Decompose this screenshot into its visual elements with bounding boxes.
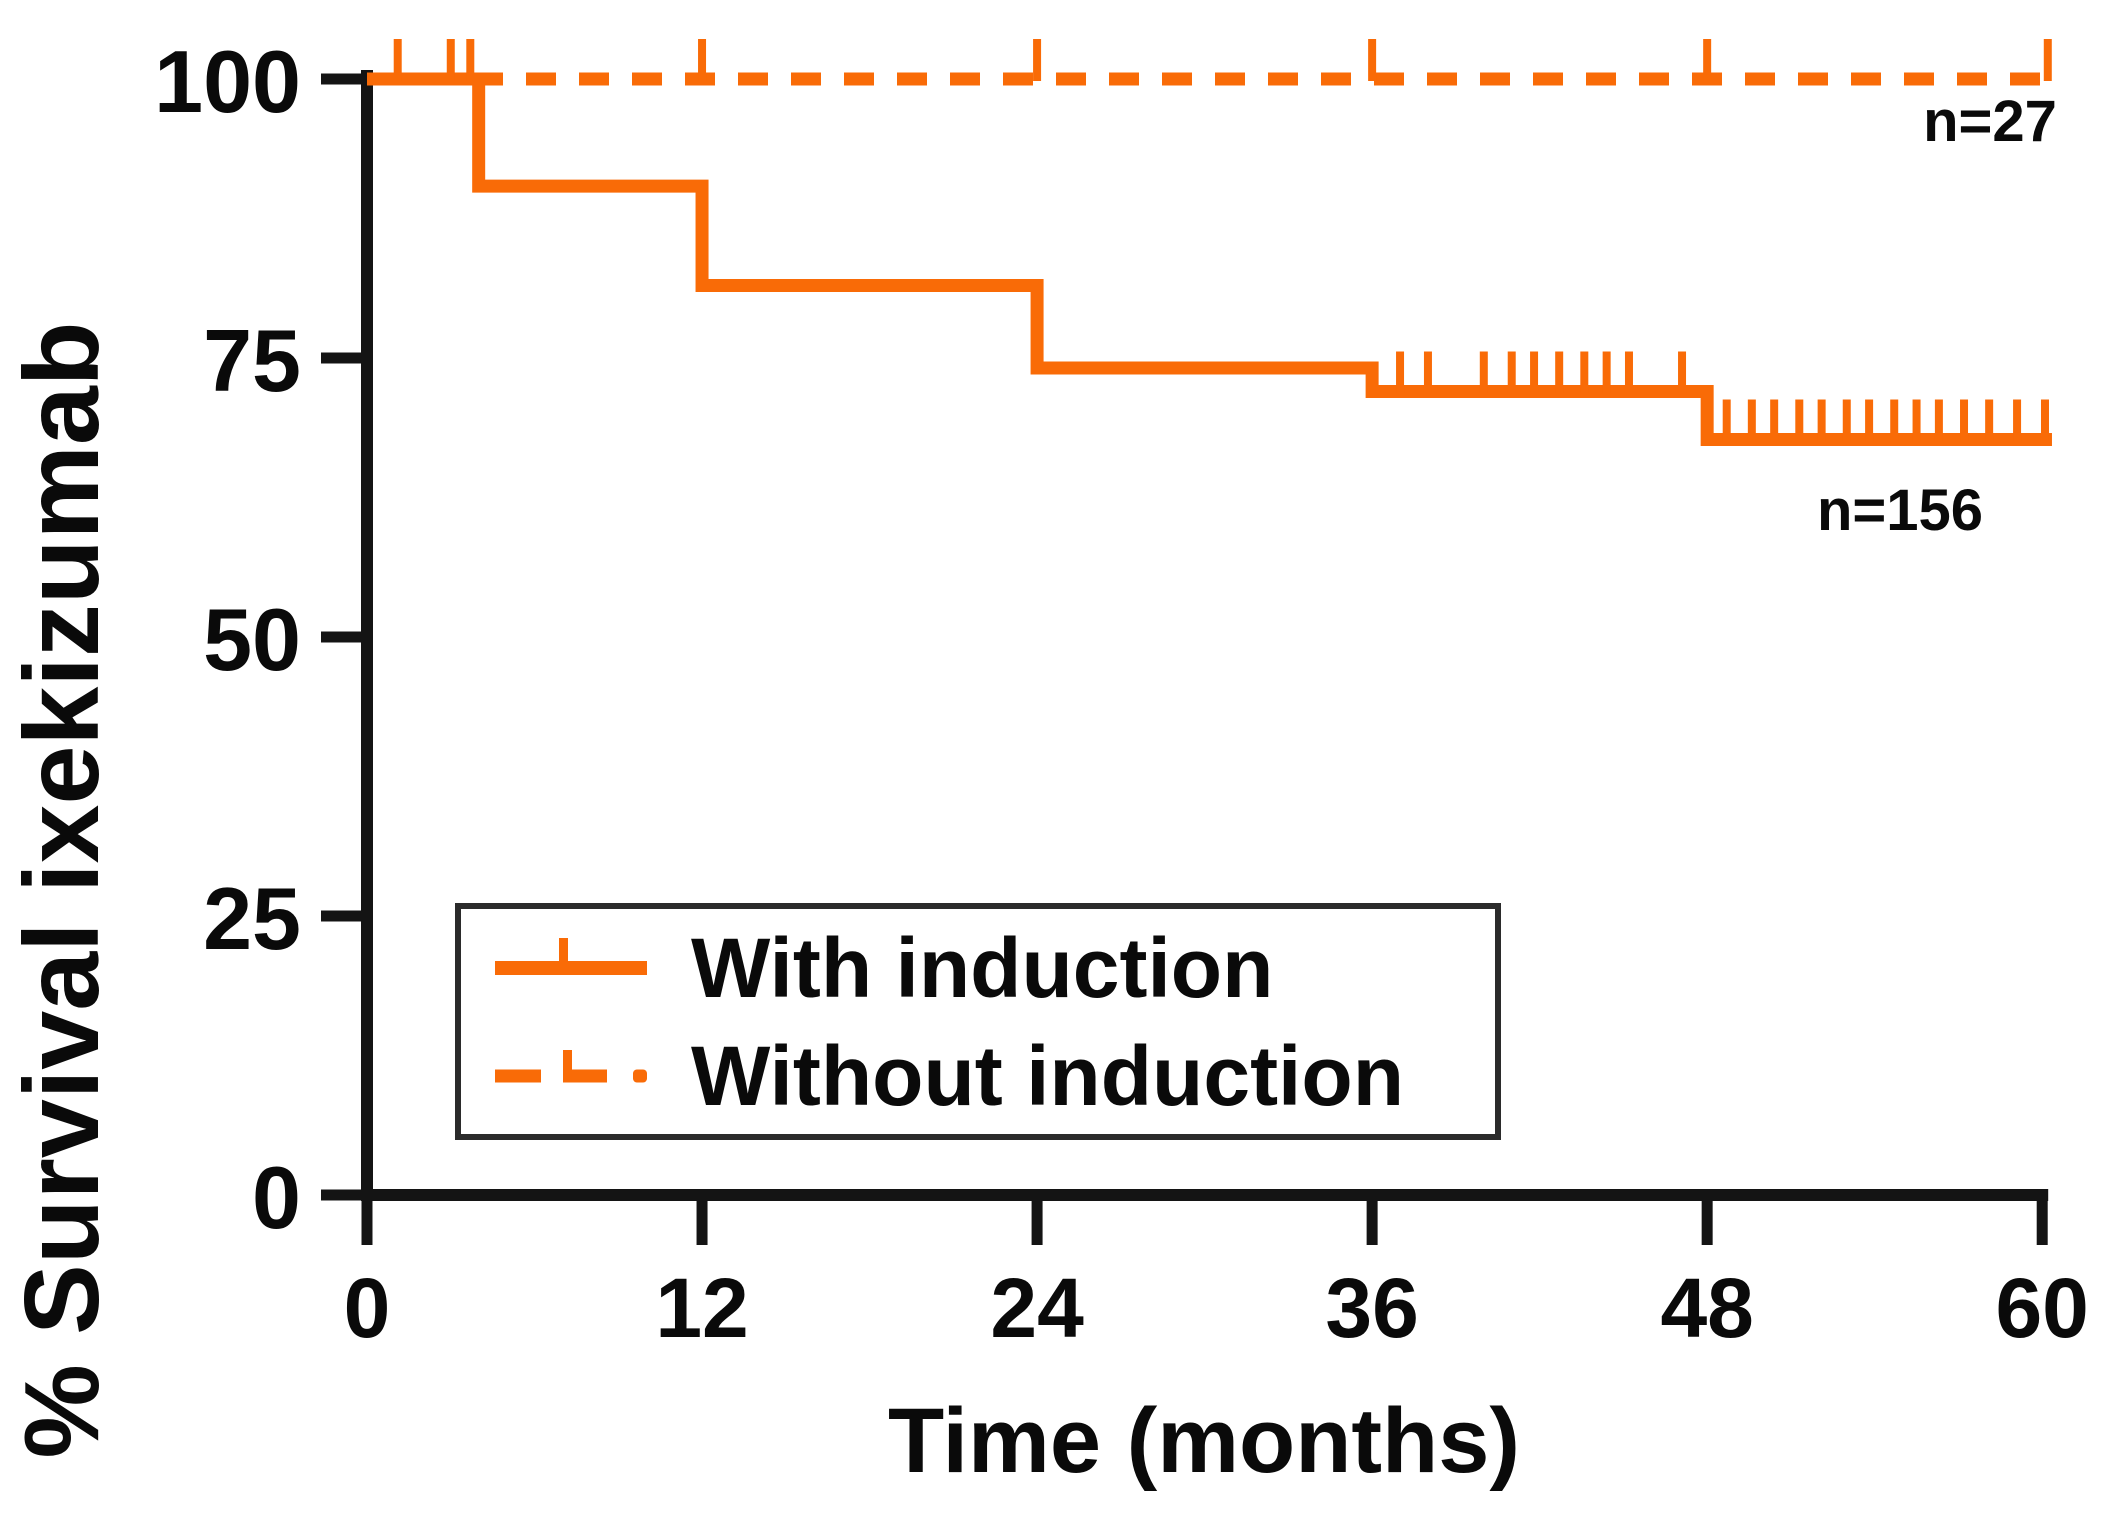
legend-item-with-induction: With induction [495,926,1495,1010]
x-tick-label: 60 [1995,1261,2088,1355]
survival-curve-solid [367,72,2052,446]
dash-segment [563,1069,607,1082]
n-label-with-induction: n=156 [1817,478,1983,543]
y-tick-label: 25 [203,869,301,968]
legend-label-without-induction: Without induction [691,1028,1405,1123]
n-label-without-induction: n=27 [1923,89,2057,154]
legend-label-with-induction: With induction [691,920,1274,1015]
x-tick-label: 24 [990,1261,1084,1355]
y-tick-label: 75 [203,311,301,410]
y-tick-label: 50 [203,590,301,689]
censor-tick-icon [559,937,568,968]
solid-swatch-bar [495,960,647,975]
y-axis-title: % Survival ixekizumab [3,321,121,1458]
y-tick-label: 100 [154,32,301,131]
legend-item-without-induction: Without induction [495,1034,1495,1118]
dash-dot-segment [633,1069,647,1082]
x-tick-label: 0 [344,1261,391,1355]
x-tick-label: 36 [1325,1261,1418,1355]
dash-segment [495,1069,541,1082]
solid-line-swatch [495,937,647,990]
x-tick-label: 48 [1660,1261,1753,1355]
x-axis-title: Time (months) [888,1390,1520,1492]
legend: With induction Without induction [455,903,1501,1140]
dashed-line-swatch [495,1049,647,1098]
y-tick-label: 0 [252,1148,301,1247]
censor-tick-icon [563,1049,572,1076]
x-tick-label: 12 [655,1261,748,1355]
